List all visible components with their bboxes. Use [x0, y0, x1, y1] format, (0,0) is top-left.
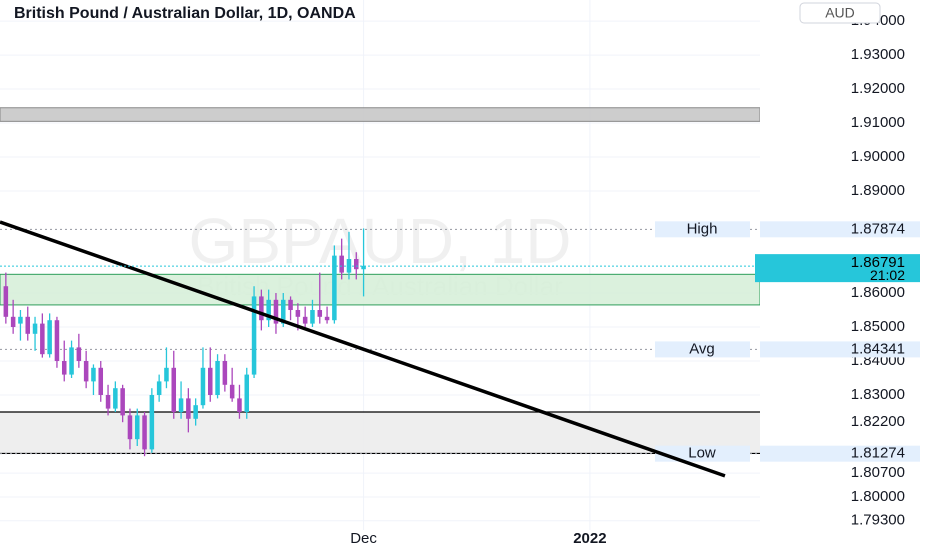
candle-body	[200, 367, 206, 406]
y-tick-label: 1.83000	[851, 386, 905, 403]
candle-body	[47, 320, 52, 355]
candle-body	[215, 361, 220, 395]
y-tick-label: 1.82200	[851, 413, 905, 430]
candle-body	[113, 388, 118, 409]
x-tick-label: 2022	[573, 530, 606, 547]
candle-body	[40, 323, 45, 355]
y-tick-label: 1.93000	[851, 46, 905, 63]
candle-body	[61, 361, 67, 375]
chart-title: British Pound / Australian Dollar, 1D, O…	[14, 5, 356, 22]
candle-body	[18, 316, 23, 324]
candle-body	[332, 255, 337, 321]
level-value: 1.87874	[851, 220, 905, 237]
candle-body	[32, 323, 38, 334]
candle-body	[171, 367, 177, 412]
candle-body	[288, 299, 293, 311]
y-tick-label: 1.80000	[851, 488, 905, 505]
candle-body	[3, 286, 9, 317]
candle-body	[156, 381, 162, 395]
candle-body	[54, 320, 60, 362]
candle-body	[361, 265, 366, 270]
current-price-box	[755, 254, 920, 283]
currency-button[interactable]	[799, 2, 881, 24]
level-tag-label: Avg	[689, 340, 715, 357]
y-tick-label: 1.89000	[851, 182, 905, 199]
level-value-box	[760, 341, 920, 358]
x-tick-label: Dec	[350, 530, 377, 547]
level-value-box	[760, 221, 920, 238]
candle-body	[164, 367, 169, 382]
zone	[0, 107, 761, 122]
level-value-box	[760, 445, 920, 462]
candle-body	[186, 398, 191, 419]
candle-body	[142, 415, 147, 450]
level-tag	[655, 445, 750, 462]
level-tag-label: Low	[688, 445, 716, 462]
currency-label[interactable]: AUD	[825, 5, 855, 21]
countdown: 21:02	[870, 267, 905, 283]
candle-body	[193, 405, 198, 419]
candle-body	[10, 316, 16, 328]
y-tick-label: 1.80700	[851, 464, 905, 481]
candle-body	[251, 296, 257, 375]
candle-body	[120, 388, 125, 416]
candle-body	[244, 374, 250, 412]
candle-body	[317, 310, 323, 317]
level-value: 1.84341	[851, 340, 905, 357]
candle-body	[76, 347, 82, 362]
candle-body	[324, 316, 330, 321]
y-tick-label: 1.92000	[851, 80, 905, 97]
candle-body	[149, 394, 155, 450]
level-tag	[655, 341, 750, 358]
trendline	[0, 220, 726, 478]
level-tag	[655, 221, 750, 238]
candle-body	[127, 415, 133, 440]
candle-body	[302, 316, 308, 324]
current-price: 1.86791	[851, 254, 905, 271]
candle-body	[237, 398, 242, 412]
candle-body	[178, 398, 184, 412]
candle-body	[222, 361, 228, 385]
zone	[0, 273, 761, 306]
candle-body	[69, 347, 74, 375]
zone	[0, 411, 760, 454]
candle-body	[229, 384, 235, 399]
candle-body	[281, 299, 286, 324]
level-value: 1.81274	[851, 445, 905, 462]
candle-body	[354, 259, 359, 270]
candle-body	[105, 394, 111, 409]
y-tick-label: 1.85000	[851, 318, 905, 335]
watermark: GBPAUD, 1D	[189, 205, 572, 277]
candle-body	[310, 310, 315, 324]
candle-body	[91, 367, 96, 382]
y-tick-label: 1.79300	[851, 512, 905, 529]
candle-body	[295, 310, 301, 317]
candle-body	[259, 296, 264, 321]
candle-body	[266, 299, 271, 321]
candle-body	[207, 367, 213, 395]
level-tag-label: High	[687, 220, 718, 237]
candle-body	[273, 299, 279, 324]
y-tick-label: 1.86000	[851, 284, 905, 301]
candle-body	[98, 367, 104, 395]
candle-body	[83, 361, 89, 382]
y-tick-label: 1.91000	[851, 114, 905, 131]
candle-body	[25, 316, 31, 334]
candle-body	[134, 415, 140, 440]
y-tick-label: 1.90000	[851, 148, 905, 165]
candle-body	[339, 255, 344, 273]
